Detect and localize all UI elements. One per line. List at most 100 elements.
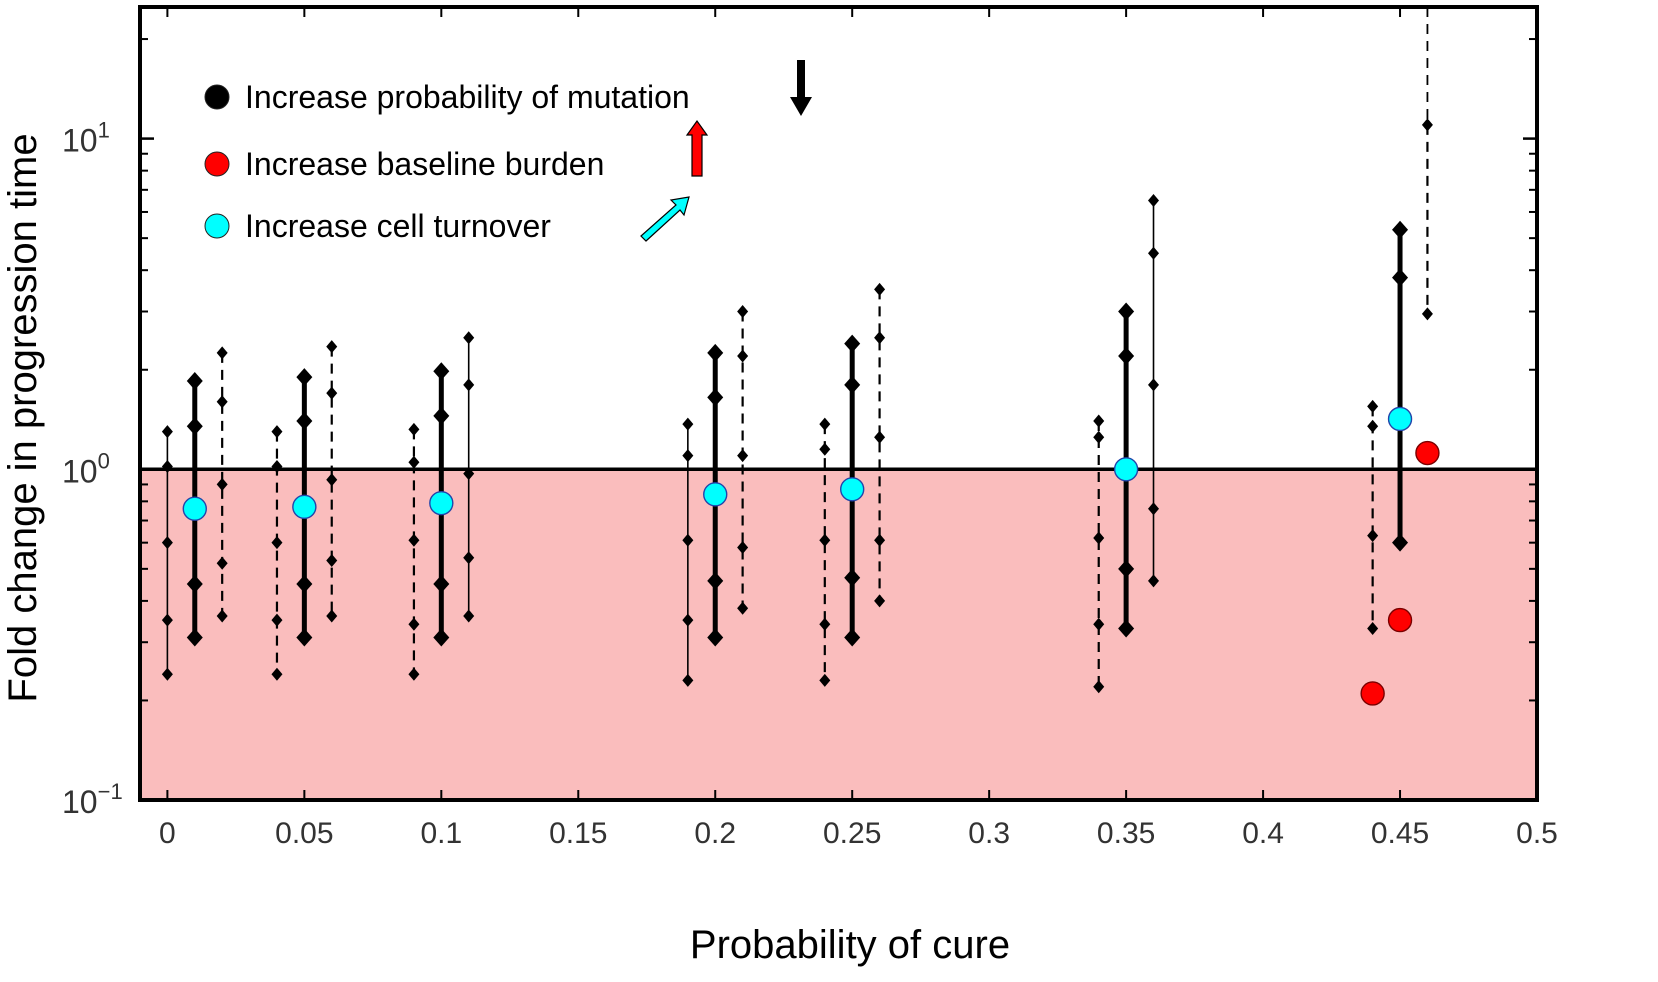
data-point-11-3	[737, 541, 749, 555]
data-point-6-2	[408, 533, 420, 547]
x-tick-label-7: 0.35	[1097, 817, 1155, 850]
legend-arrow-up-icon	[685, 119, 709, 177]
data-point-4-1	[296, 411, 313, 430]
data-point-11-2	[737, 449, 749, 463]
data-point-10-0	[707, 343, 724, 362]
data-point-14-1	[874, 331, 886, 345]
legend: Increase probability of mutation Increase…	[204, 60, 812, 244]
data-point-6-1	[408, 455, 420, 469]
x-tick-label-8: 0.4	[1242, 817, 1284, 850]
data-point-4-0	[296, 368, 313, 387]
data-point-10-2	[707, 571, 724, 590]
highlight-markers-layer	[182, 406, 1440, 706]
data-point-18-0	[1367, 399, 1379, 413]
y-tick-label-1: 100	[62, 448, 110, 489]
data-point-8-0	[463, 331, 475, 345]
data-point-5-2	[326, 473, 338, 487]
x-tick-label-4: 0.2	[694, 817, 736, 850]
data-point-8-1	[463, 378, 475, 392]
data-point-3-2	[271, 536, 283, 550]
data-point-4-3	[296, 628, 313, 647]
data-point-10-1	[707, 388, 724, 407]
highlight-marker-0	[182, 496, 207, 521]
data-point-17-0	[1148, 193, 1160, 207]
highlight-marker-4	[839, 477, 865, 502]
x-tick-label-5: 0.25	[823, 817, 881, 850]
data-point-9-2	[682, 533, 694, 547]
shaded-region	[140, 469, 1537, 800]
data-point-12-3	[819, 617, 831, 631]
data-point-0-2	[161, 536, 173, 550]
data-point-13-0	[844, 334, 861, 353]
data-point-7-2	[433, 574, 450, 593]
legend-marker-0	[204, 84, 230, 110]
data-point-15-0	[1093, 414, 1105, 428]
data-point-12-0	[819, 417, 831, 431]
data-point-1-2	[186, 574, 203, 593]
data-point-1-3	[186, 628, 203, 647]
data-point-6-3	[408, 617, 420, 631]
data-point-17-1	[1148, 246, 1160, 260]
data-point-8-4	[463, 609, 475, 623]
data-point-4-2	[296, 574, 313, 593]
data-point-15-3	[1093, 617, 1105, 631]
data-point-12-2	[819, 533, 831, 547]
data-point-2-1	[216, 395, 228, 409]
data-point-11-1	[737, 349, 749, 363]
data-point-19-0	[1392, 220, 1409, 239]
data-point-11-4	[737, 601, 749, 615]
data-point-19-2	[1392, 533, 1409, 552]
data-point-0-4	[161, 667, 173, 681]
data-point-8-3	[463, 551, 475, 565]
data-point-17-2	[1148, 378, 1160, 392]
data-point-20-1	[1421, 307, 1433, 321]
x-tick-label-2: 0.1	[420, 817, 462, 850]
data-point-5-1	[326, 386, 338, 400]
legend-arrow-down-icon	[790, 60, 812, 116]
data-point-16-1	[1118, 347, 1135, 366]
data-point-6-4	[408, 667, 420, 681]
data-point-16-0	[1118, 302, 1135, 321]
data-point-0-0	[161, 425, 173, 439]
data-point-19-1	[1392, 268, 1409, 287]
legend-marker-2	[204, 213, 230, 239]
data-point-7-1	[433, 406, 450, 425]
legend-arrow-diagonal-icon	[640, 196, 690, 242]
data-point-8-2	[463, 467, 475, 481]
highlight-marker-1	[292, 494, 317, 520]
data-point-14-4	[874, 594, 886, 608]
data-point-16-2	[1118, 559, 1135, 578]
x-tick-label-0: 0	[159, 817, 176, 850]
highlight-marker-7	[1360, 681, 1385, 706]
data-point-12-4	[819, 673, 831, 687]
data-point-5-0	[326, 340, 338, 354]
highlight-marker-5	[1113, 457, 1139, 482]
data-point-10-3	[707, 628, 724, 647]
data-point-14-3	[874, 533, 886, 547]
highlight-marker-6	[1387, 406, 1413, 432]
data-point-12-1	[819, 442, 831, 456]
data-point-9-0	[682, 417, 694, 431]
data-point-16-3	[1118, 619, 1135, 638]
markers-layer	[161, 118, 1433, 694]
x-tick-label-9: 0.45	[1371, 817, 1429, 850]
data-point-13-2	[844, 568, 861, 587]
data-point-9-4	[682, 673, 694, 687]
data-point-2-0	[216, 346, 228, 360]
data-point-11-0	[737, 305, 749, 319]
data-point-17-4	[1148, 574, 1160, 588]
data-point-5-3	[326, 553, 338, 567]
data-point-17-3	[1148, 502, 1160, 516]
y-tick-label-2: 10−1	[62, 779, 123, 820]
x-axis-label: Probability of cure	[690, 923, 1010, 967]
data-point-14-0	[874, 282, 886, 296]
data-point-14-2	[874, 430, 886, 444]
data-point-3-3	[271, 613, 283, 627]
ticks-layer: 0 0.05 0.1 0.15 0.2 0.25 0.3 0.35 0.4 0.45 0.5 101 1…	[62, 7, 1558, 850]
data-point-6-0	[408, 422, 420, 436]
data-point-2-2	[216, 477, 228, 491]
data-point-18-3	[1367, 622, 1379, 636]
x-tick-label-6: 0.3	[968, 817, 1010, 850]
